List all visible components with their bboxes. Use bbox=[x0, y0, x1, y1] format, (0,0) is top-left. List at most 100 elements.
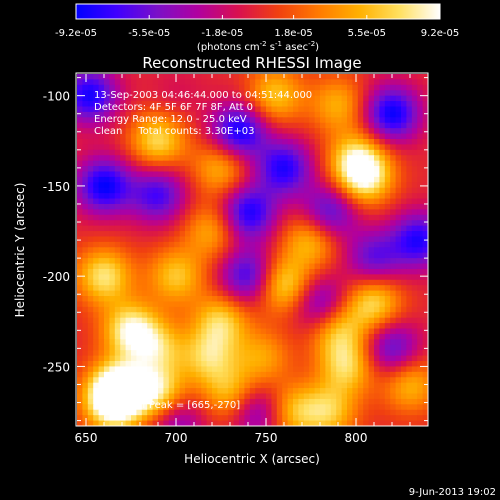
heatmap-cell bbox=[357, 350, 364, 357]
heatmap-cell bbox=[93, 409, 100, 416]
heatmap-cell bbox=[417, 388, 424, 395]
heatmap-cell bbox=[239, 268, 245, 275]
heatmap-cell bbox=[309, 128, 316, 135]
heatmap-cell bbox=[384, 133, 391, 140]
heatmap-cell bbox=[411, 415, 418, 422]
heatmap-cell bbox=[93, 377, 100, 384]
heatmap-cell bbox=[222, 122, 229, 129]
heatmap-cell bbox=[114, 106, 121, 113]
heatmap-cell bbox=[136, 339, 143, 346]
heatmap-cell bbox=[152, 333, 159, 340]
heatmap-cell bbox=[136, 133, 143, 140]
heatmap-cell bbox=[158, 149, 164, 156]
heatmap-cell bbox=[239, 366, 245, 373]
heatmap-cell bbox=[330, 285, 337, 292]
heatmap-cell bbox=[206, 160, 213, 167]
heatmap-cell bbox=[368, 171, 375, 178]
heatmap-cell bbox=[158, 101, 164, 108]
heatmap-cell bbox=[98, 171, 105, 178]
heatmap-cell bbox=[422, 133, 428, 140]
heatmap-cell bbox=[136, 193, 143, 200]
heatmap-cell bbox=[330, 252, 337, 259]
heatmap-cell bbox=[131, 203, 137, 210]
heatmap-cell bbox=[141, 317, 148, 324]
heatmap-cell bbox=[125, 388, 132, 395]
heatmap-cell bbox=[422, 296, 428, 303]
heatmap-cell bbox=[406, 290, 413, 297]
heatmap-cell bbox=[152, 404, 159, 411]
heatmap-cell bbox=[390, 122, 397, 129]
heatmap-cell bbox=[320, 176, 326, 183]
heatmap-cell bbox=[260, 133, 267, 140]
heatmap-cell bbox=[217, 415, 224, 422]
heatmap-cell bbox=[179, 198, 186, 205]
heatmap-cell bbox=[282, 166, 289, 173]
heatmap-cell bbox=[255, 171, 262, 178]
heatmap-cell bbox=[255, 296, 262, 303]
heatmap-cell bbox=[406, 355, 413, 362]
heatmap-cell bbox=[271, 420, 278, 426]
heatmap-cell bbox=[228, 155, 235, 162]
heatmap-cell bbox=[298, 263, 305, 270]
heatmap-cell bbox=[98, 79, 105, 86]
heatmap-cell bbox=[206, 382, 213, 389]
heatmap-cell bbox=[82, 160, 89, 167]
heatmap-cell bbox=[379, 171, 386, 178]
heatmap-cell bbox=[390, 171, 397, 178]
heatmap-cell bbox=[330, 415, 337, 422]
annotation-detectors: Detectors: 4F 5F 6F 7F 8F, Att 0 bbox=[94, 102, 253, 113]
heatmap-cell bbox=[179, 350, 186, 357]
heatmap-cell bbox=[276, 149, 283, 156]
heatmap-cell bbox=[212, 323, 218, 330]
heatmap-cell bbox=[249, 258, 256, 265]
heatmap-cell bbox=[141, 268, 148, 275]
heatmap-cell bbox=[195, 101, 202, 108]
heatmap-cell bbox=[390, 323, 397, 330]
heatmap-cell bbox=[174, 382, 181, 389]
heatmap-cell bbox=[384, 144, 391, 151]
heatmap-cell bbox=[179, 214, 186, 221]
heatmap-cell bbox=[287, 236, 294, 243]
heatmap-cell bbox=[244, 306, 251, 313]
heatmap-cell bbox=[206, 138, 213, 145]
heatmap-cell bbox=[282, 122, 289, 129]
heatmap-cell bbox=[222, 285, 229, 292]
heatmap-cell bbox=[390, 74, 397, 81]
heatmap-cell bbox=[390, 361, 397, 368]
heatmap-cell bbox=[201, 301, 208, 308]
heatmap-cell bbox=[395, 268, 402, 275]
heatmap-cell bbox=[244, 241, 251, 248]
heatmap-cell bbox=[417, 176, 424, 183]
heatmap-cell bbox=[233, 144, 240, 151]
heatmap-cell bbox=[190, 409, 197, 416]
heatmap-cell bbox=[228, 344, 235, 351]
heatmap-cell bbox=[374, 312, 380, 319]
heatmap-cell bbox=[336, 160, 343, 167]
heatmap-cell bbox=[152, 420, 159, 426]
heatmap-cell bbox=[93, 193, 100, 200]
heatmap-cell bbox=[239, 111, 245, 118]
heatmap-cell bbox=[179, 377, 186, 384]
heatmap-cell bbox=[158, 409, 164, 416]
heatmap-cell bbox=[174, 101, 181, 108]
heatmap-cell bbox=[206, 263, 213, 270]
heatmap-cell bbox=[239, 355, 245, 362]
heatmap-cell bbox=[195, 193, 202, 200]
heatmap-cell bbox=[158, 323, 164, 330]
heatmap-cell bbox=[401, 133, 407, 140]
heatmap-cell bbox=[357, 84, 364, 91]
heatmap-cell bbox=[406, 138, 413, 145]
heatmap-cell bbox=[255, 377, 262, 384]
heatmap-cell bbox=[163, 279, 170, 286]
heatmap-cell bbox=[422, 382, 428, 389]
heatmap-cell bbox=[239, 323, 245, 330]
heatmap-cell bbox=[141, 155, 148, 162]
heatmap-cell bbox=[363, 187, 370, 194]
heatmap-cell bbox=[147, 101, 154, 108]
heatmap-cell bbox=[217, 214, 224, 221]
heatmap-cell bbox=[357, 279, 364, 286]
heatmap-cell bbox=[417, 220, 424, 227]
heatmap-cell bbox=[104, 182, 110, 189]
heatmap-cell bbox=[120, 166, 127, 173]
heatmap-cell bbox=[309, 296, 316, 303]
